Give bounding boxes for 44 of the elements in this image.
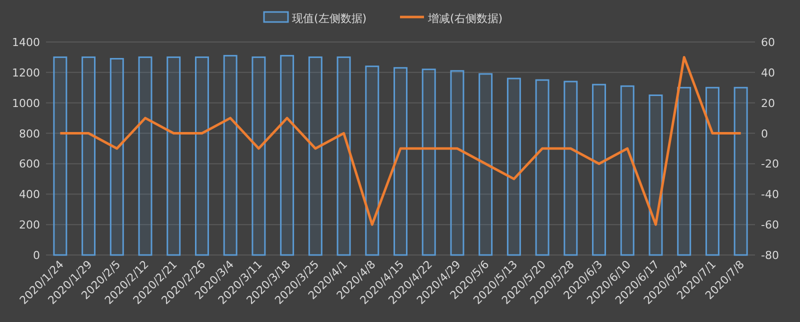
y2-tick-label: 60 (761, 36, 775, 49)
legend-label: 现值(左侧数据) (292, 12, 367, 25)
y-tick-label: 800 (19, 127, 40, 140)
line-series (58, 56, 742, 226)
bar (648, 94, 663, 256)
y-tick-label: 600 (19, 158, 40, 171)
bar (535, 79, 550, 256)
bar (394, 67, 408, 256)
y-tick-label: 0 (33, 249, 40, 262)
bar (252, 56, 266, 256)
y-tick-label: 1000 (12, 96, 40, 110)
bar (450, 70, 464, 256)
legend-label: 增减(右侧数据) (427, 12, 503, 25)
bar (422, 68, 436, 256)
y-tick-label: 1400 (12, 36, 40, 49)
bar (336, 56, 351, 256)
bar (223, 54, 238, 256)
bar (82, 56, 96, 256)
y2-tick-label: -40 (761, 188, 779, 202)
y2-tick-label: 20 (761, 96, 775, 110)
bar (734, 86, 748, 256)
bar (705, 86, 720, 256)
y2-tick-label: -60 (761, 218, 779, 232)
y2-tick-label: 0 (761, 127, 768, 140)
y-tick-label: 200 (19, 218, 40, 232)
y2-tick-label: -20 (761, 158, 779, 171)
y-tick-label: 1200 (12, 66, 40, 80)
bar (166, 56, 181, 256)
y-tick-label: 400 (19, 188, 40, 202)
bar (365, 66, 380, 256)
y2-tick-label: -80 (761, 249, 779, 262)
bar (308, 56, 322, 256)
bar (564, 80, 578, 256)
bar (620, 85, 634, 256)
bar (280, 54, 294, 256)
bar (478, 73, 493, 256)
y2-tick-label: 40 (761, 66, 775, 80)
bar (677, 86, 692, 256)
bar (53, 56, 68, 256)
bar (110, 58, 124, 256)
bar (592, 84, 606, 256)
bar (506, 78, 521, 256)
bar (194, 56, 209, 256)
bar (138, 56, 152, 256)
